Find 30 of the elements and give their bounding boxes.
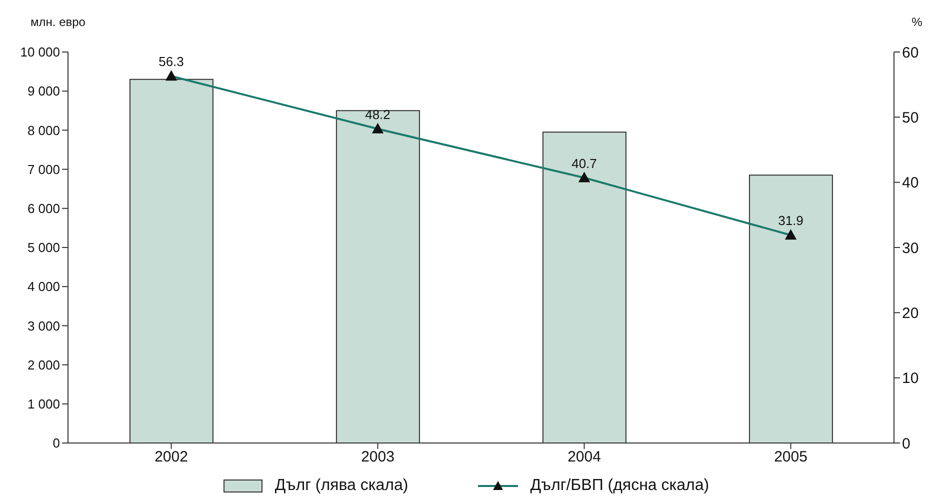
y2-tick-label: 50	[902, 109, 919, 126]
y-tick-label: 7 000	[27, 162, 60, 177]
y-tick-label: 5 000	[27, 240, 60, 256]
legend-label: Дълг/БВП (дясна скала)	[530, 477, 710, 495]
y2-axis-title: %	[912, 15, 923, 29]
x-tick-label: 2002	[154, 448, 188, 466]
y2-tick-label: 20	[902, 304, 919, 322]
y-tick-label: 9 000	[27, 84, 60, 99]
x-tick-label: 2003	[361, 448, 394, 466]
y-tick-label: 2 000	[27, 357, 60, 372]
data-label: 40.7	[572, 156, 597, 171]
y2-tick-label: 30	[902, 240, 919, 257]
y2-tick-label: 40	[902, 174, 919, 192]
x-tick-label: 2004	[568, 448, 601, 466]
y2-tick-label: 60	[902, 44, 919, 62]
y-tick-label: 6 000	[27, 201, 60, 216]
legend-label: Дълг (лява скала)	[274, 477, 408, 495]
y-tick-label: 4 000	[27, 279, 60, 294]
y-tick-label: 8 000	[27, 122, 60, 138]
y-tick-label: 1 000	[27, 396, 60, 412]
y2-tick-label: 0	[902, 435, 910, 452]
x-tick-label: 2005	[774, 448, 808, 466]
y-tick-label: 3 000	[27, 318, 60, 334]
data-label: 31.9	[778, 213, 804, 228]
y-tick-label: 0	[52, 436, 60, 451]
y2-tick-label: 10	[902, 370, 919, 388]
y-tick-label: 10 000	[20, 44, 60, 60]
data-label: 56.3	[158, 54, 184, 70]
data-label: 48.2	[365, 106, 390, 122]
y-axis-title: млн. евро	[30, 15, 86, 29]
